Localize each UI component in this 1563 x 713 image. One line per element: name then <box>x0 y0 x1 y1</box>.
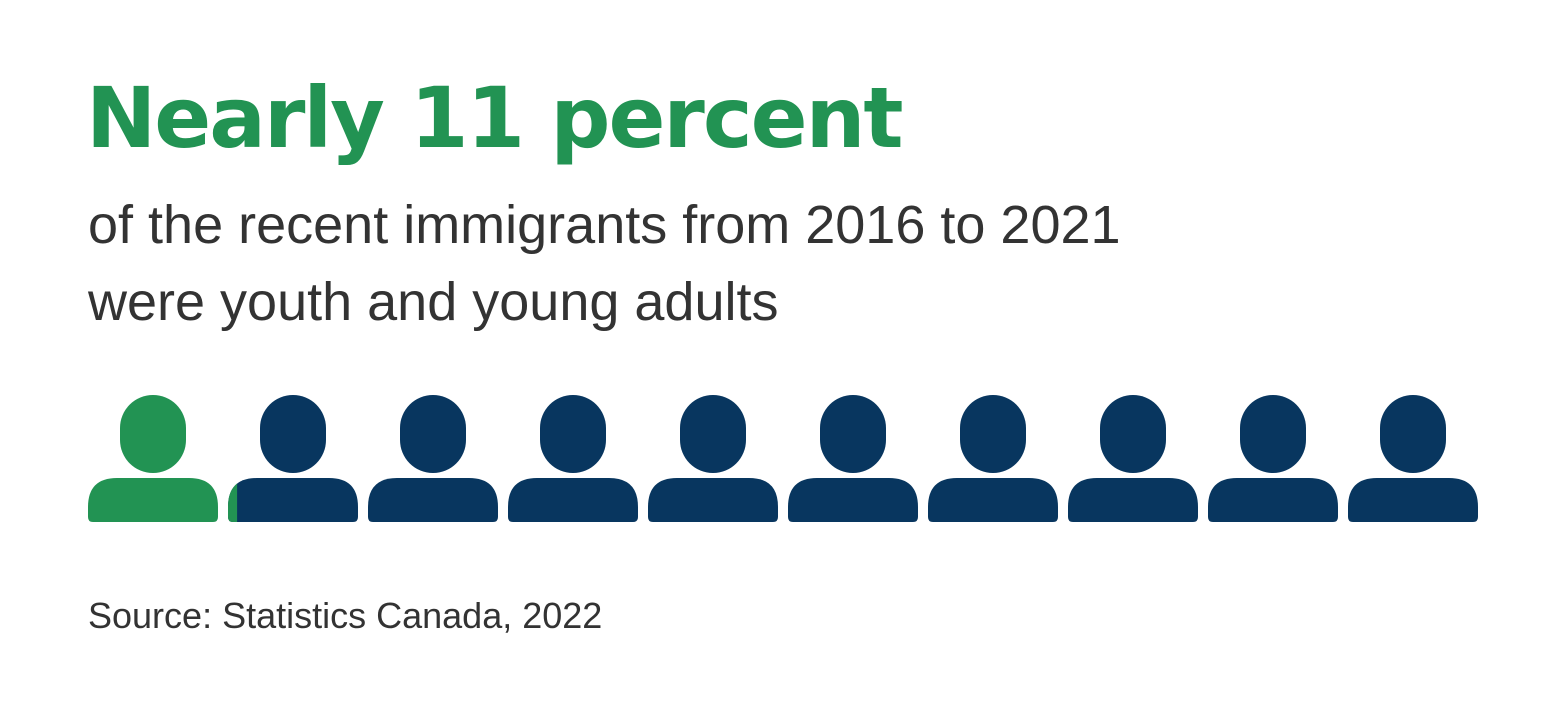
subtitle-line-1: of the recent immigrants from 2016 to 20… <box>88 193 1121 257</box>
person-body <box>88 478 218 522</box>
person-head <box>120 395 186 473</box>
person-body <box>1348 478 1478 522</box>
person-icon <box>788 395 918 522</box>
person-head <box>260 395 326 473</box>
person-body <box>368 478 498 522</box>
person-body <box>928 478 1058 522</box>
person-icon <box>368 395 498 522</box>
person-head <box>1100 395 1166 473</box>
person-icon <box>928 395 1058 522</box>
person-body <box>648 478 778 522</box>
subtitle-line-2: were youth and young adults <box>88 270 778 334</box>
person-icon <box>1208 395 1338 522</box>
person-icon <box>1348 395 1478 522</box>
person-body <box>788 478 918 522</box>
person-head <box>960 395 1026 473</box>
person-icon <box>648 395 778 522</box>
person-head <box>1240 395 1306 473</box>
person-pictogram <box>88 395 1478 525</box>
person-body <box>1068 478 1198 522</box>
person-icon <box>1068 395 1198 522</box>
person-head <box>400 395 466 473</box>
person-body <box>228 478 358 522</box>
person-head <box>820 395 886 473</box>
person-body <box>1208 478 1338 522</box>
person-head <box>1380 395 1446 473</box>
person-icon <box>228 395 358 522</box>
person-head <box>680 395 746 473</box>
headline: Nearly 11 percent <box>86 64 902 172</box>
person-head <box>540 395 606 473</box>
person-icon <box>508 395 638 522</box>
person-icon <box>88 395 218 522</box>
person-body <box>508 478 638 522</box>
source-note: Source: Statistics Canada, 2022 <box>88 594 602 638</box>
